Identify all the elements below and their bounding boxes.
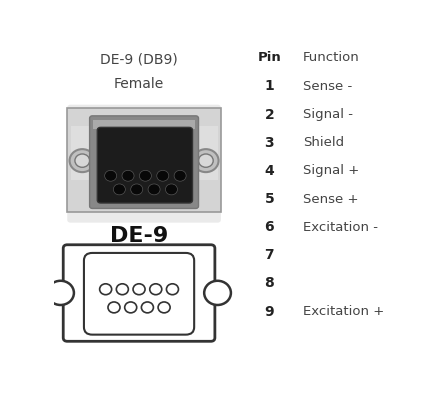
Text: Sense -: Sense - xyxy=(302,80,351,93)
Circle shape xyxy=(204,281,230,305)
Circle shape xyxy=(47,281,74,305)
FancyBboxPatch shape xyxy=(89,116,198,208)
Circle shape xyxy=(99,284,111,295)
FancyBboxPatch shape xyxy=(97,127,192,203)
Text: 6: 6 xyxy=(177,324,184,334)
Text: 4: 4 xyxy=(264,164,273,178)
Text: 6: 6 xyxy=(264,220,273,234)
Circle shape xyxy=(139,170,151,181)
Text: Excitation +: Excitation + xyxy=(302,305,383,318)
Text: 2: 2 xyxy=(264,108,273,122)
FancyBboxPatch shape xyxy=(67,105,221,223)
Circle shape xyxy=(141,302,153,313)
Circle shape xyxy=(193,149,218,172)
Circle shape xyxy=(108,302,120,313)
Circle shape xyxy=(148,184,160,195)
Text: 9: 9 xyxy=(264,305,273,319)
Circle shape xyxy=(122,170,134,181)
Text: 8: 8 xyxy=(264,277,273,290)
Text: DE-9 (DB9): DE-9 (DB9) xyxy=(100,53,178,67)
Circle shape xyxy=(149,284,161,295)
Circle shape xyxy=(104,170,117,181)
FancyBboxPatch shape xyxy=(71,126,217,180)
FancyBboxPatch shape xyxy=(63,245,215,341)
Circle shape xyxy=(157,170,169,181)
Text: Female: Female xyxy=(114,77,164,91)
Circle shape xyxy=(166,284,178,295)
Text: 3: 3 xyxy=(264,136,273,150)
Circle shape xyxy=(165,184,177,195)
FancyBboxPatch shape xyxy=(93,120,195,129)
Circle shape xyxy=(69,149,95,172)
Polygon shape xyxy=(67,108,221,212)
Circle shape xyxy=(75,154,89,167)
Text: 5: 5 xyxy=(264,192,273,206)
Circle shape xyxy=(198,154,213,167)
Text: DE-9: DE-9 xyxy=(110,226,168,246)
Circle shape xyxy=(174,170,186,181)
Circle shape xyxy=(113,184,125,195)
Text: 1: 1 xyxy=(177,262,184,272)
Text: Excitation -: Excitation - xyxy=(302,221,377,234)
Text: 9: 9 xyxy=(93,324,100,334)
Circle shape xyxy=(158,302,170,313)
Text: Signal +: Signal + xyxy=(302,164,358,177)
Text: Pin: Pin xyxy=(257,51,280,64)
Text: 7: 7 xyxy=(264,248,273,263)
Text: Sense +: Sense + xyxy=(302,193,357,206)
Circle shape xyxy=(130,184,142,195)
Circle shape xyxy=(116,284,128,295)
Circle shape xyxy=(124,302,136,313)
Text: Signal -: Signal - xyxy=(302,108,352,121)
Text: 1: 1 xyxy=(264,79,273,94)
Text: 5: 5 xyxy=(93,262,100,272)
FancyBboxPatch shape xyxy=(84,253,194,335)
Circle shape xyxy=(133,284,145,295)
Text: Function: Function xyxy=(302,51,359,64)
Text: Shield: Shield xyxy=(302,136,343,149)
